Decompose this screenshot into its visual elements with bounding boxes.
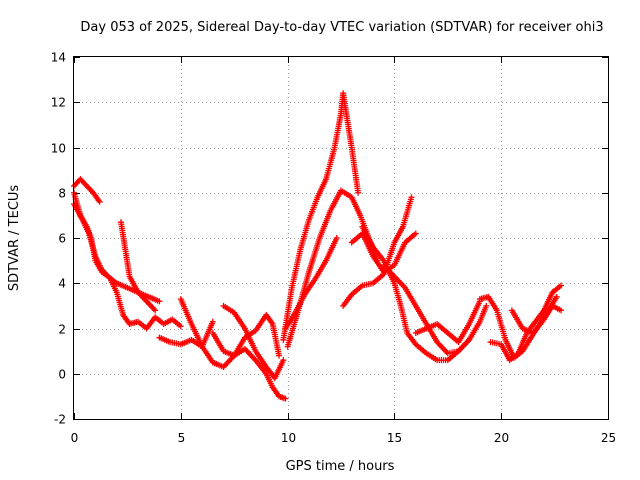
plot-frame — [73, 56, 609, 420]
series-track-e — [156, 318, 216, 350]
data-point — [177, 323, 184, 330]
data-point — [282, 395, 289, 402]
series-track-h — [220, 302, 287, 382]
y-tick-label: 2 — [58, 323, 66, 337]
y-tick-label: 12 — [51, 96, 66, 110]
data-point — [553, 293, 560, 300]
x-axis-label: GPS time / hours — [286, 459, 395, 474]
data-point — [209, 318, 216, 325]
grid-layer — [74, 57, 608, 419]
x-tick-label: 25 — [601, 431, 616, 445]
data-point — [558, 282, 565, 289]
data-point — [333, 235, 340, 241]
y-tick-label: 10 — [51, 142, 66, 156]
data-point — [355, 189, 362, 196]
x-tick-label: 0 — [71, 431, 79, 445]
series-track-i — [280, 90, 362, 343]
data-point — [280, 357, 287, 364]
series-track-o — [380, 262, 490, 357]
series-track-r — [487, 282, 565, 364]
data-point — [408, 194, 415, 201]
x-tick-label: 5 — [178, 431, 186, 445]
data-point — [156, 298, 163, 305]
data-point — [483, 302, 490, 309]
data-point — [558, 307, 565, 314]
y-axis-label: SDTVAR / TECUs — [7, 185, 22, 292]
tick-layer: 0 5 10 15 20 25 -2 0 2 4 6 8 10 12 14 — [51, 51, 616, 446]
series-track-g — [209, 311, 283, 359]
series-track-d — [117, 219, 159, 314]
x-tick-label: 10 — [281, 431, 296, 445]
x-tick-label: 20 — [494, 431, 509, 445]
data-points — [71, 90, 565, 402]
series-track-b — [71, 189, 163, 305]
y-tick-label: 14 — [51, 51, 66, 65]
y-tick-label: 6 — [58, 232, 66, 246]
y-tick-label: 4 — [58, 277, 66, 291]
y-tick-label: -2 — [54, 413, 66, 427]
x-tick-label: 15 — [387, 431, 402, 445]
data-point — [96, 198, 103, 205]
data-point — [412, 230, 419, 237]
chart-title: Day 053 of 2025, Sidereal Day-to-day VTE… — [80, 20, 603, 35]
y-tick-label: 0 — [58, 368, 66, 382]
y-tick-label: 8 — [58, 187, 66, 201]
series-track-k — [282, 235, 340, 332]
series-track-a — [71, 176, 103, 205]
series-track-p — [412, 298, 483, 346]
data-point — [152, 307, 159, 314]
data-point — [276, 352, 283, 359]
series-track-s — [508, 302, 565, 337]
